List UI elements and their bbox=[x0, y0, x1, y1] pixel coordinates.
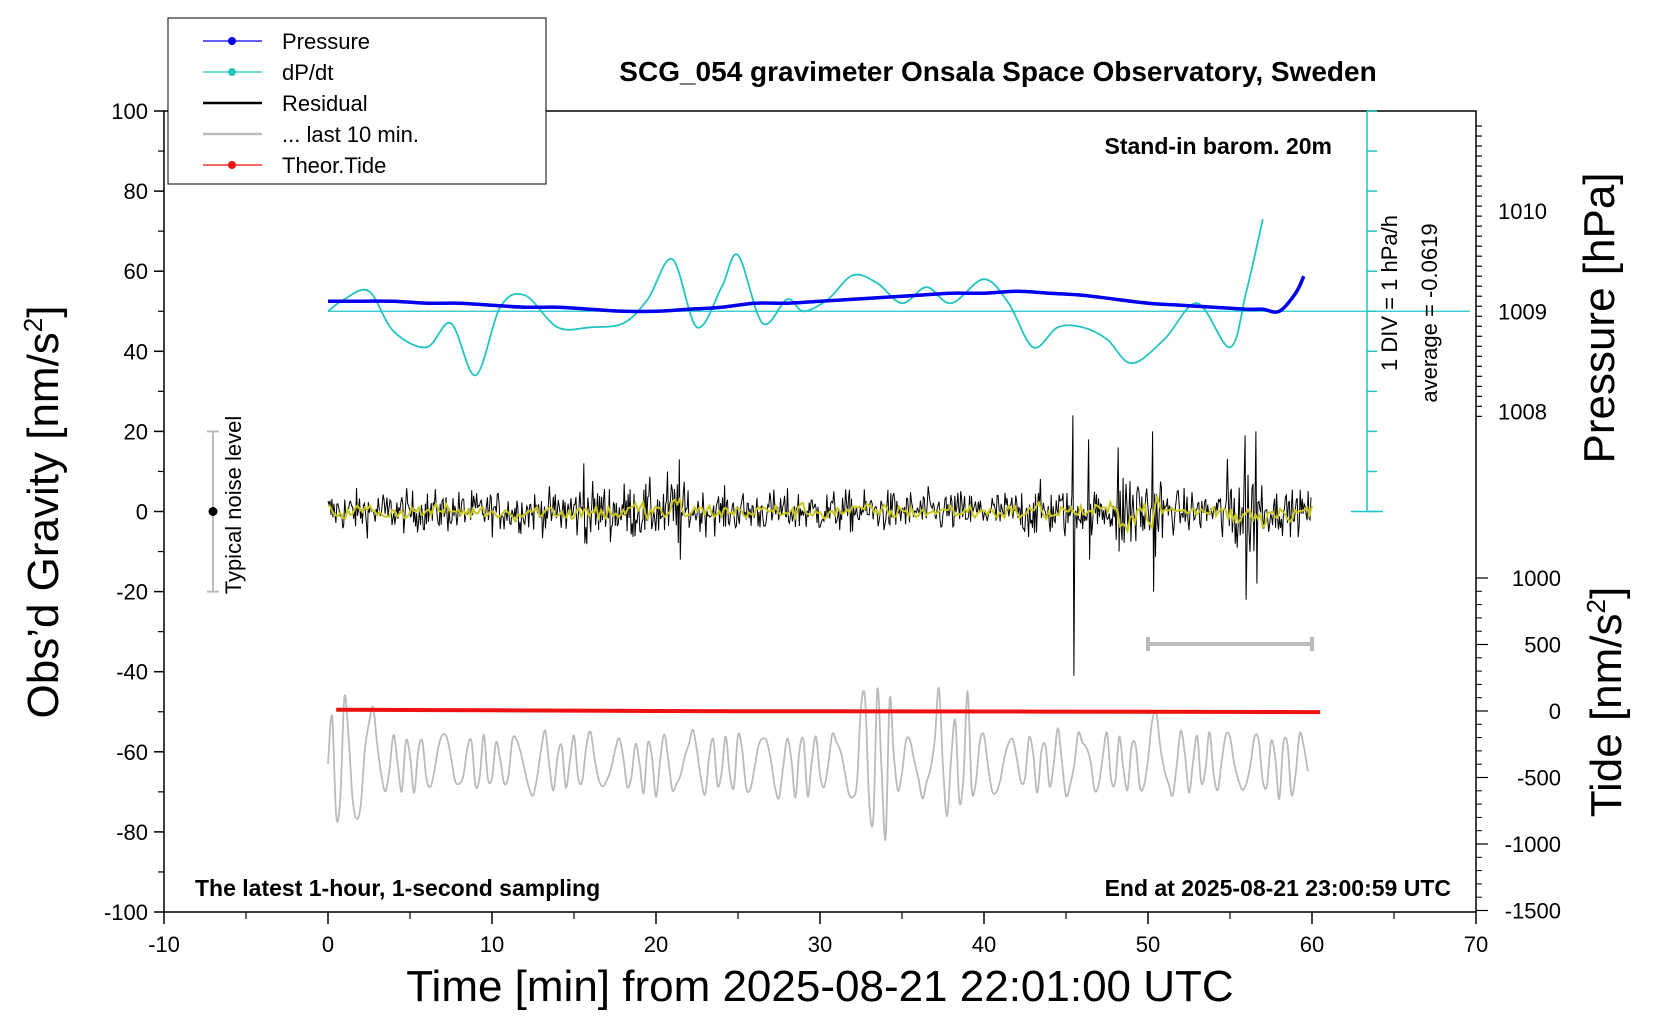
y-tick-label: 60 bbox=[124, 259, 148, 284]
y-tick-label: 40 bbox=[124, 339, 148, 364]
legend-label: Pressure bbox=[282, 29, 370, 54]
x-tick-label: 40 bbox=[972, 932, 996, 957]
y-tick-label: -20 bbox=[116, 580, 148, 605]
y-tick-label: -60 bbox=[116, 740, 148, 765]
tide-tick-label: -1500 bbox=[1505, 899, 1561, 924]
x-tick-label: 70 bbox=[1464, 932, 1488, 957]
legend: Pressure dP/dt Residual ... last 10 min. The… bbox=[167, 17, 547, 185]
pressure-tick-label: 1009 bbox=[1498, 299, 1547, 324]
last-10-min-line bbox=[327, 687, 1309, 841]
legend-dot bbox=[228, 68, 236, 76]
x-tick-label: 60 bbox=[1300, 932, 1324, 957]
y-axis-title: Obs’d Gravity [nm/s2] bbox=[18, 305, 68, 718]
x-axis-title: Time [min] from 2025-08-21 22:01:00 UTC bbox=[406, 962, 1233, 1011]
tide-axis-title-end: ] bbox=[1582, 587, 1631, 599]
y-tick-label: -100 bbox=[104, 900, 148, 925]
tide-tick-label: 1000 bbox=[1512, 566, 1561, 591]
pressure-axis-title: Pressure [hPa] bbox=[1575, 172, 1624, 463]
y-tick-label: 20 bbox=[124, 419, 148, 444]
barometer-note: Stand-in barom. 20m bbox=[1105, 133, 1332, 159]
y-tick-label: 100 bbox=[111, 99, 148, 124]
tide-tick-label: 500 bbox=[1524, 633, 1561, 658]
x-tick-label: 0 bbox=[322, 932, 334, 957]
residual-smoothed-line bbox=[327, 493, 1313, 535]
x-tick-label: 10 bbox=[480, 932, 504, 957]
tide-axis-title-sup: 2 bbox=[1581, 599, 1611, 613]
y-tick-label: 80 bbox=[124, 179, 148, 204]
tide-tick-label: -1000 bbox=[1505, 832, 1561, 857]
y-axis-title-end: ] bbox=[19, 305, 68, 317]
latest-note: The latest 1-hour, 1-second sampling bbox=[195, 875, 600, 901]
div-note: 1 DIV = 1 hPa/h bbox=[1377, 215, 1402, 371]
legend-dot bbox=[228, 161, 236, 169]
pressure-tick-label: 1010 bbox=[1498, 199, 1547, 224]
tide-axis-title-main: Tide [nm/s bbox=[1582, 613, 1631, 817]
pressure-tick-label: 1008 bbox=[1498, 399, 1547, 424]
dpdt-line bbox=[327, 218, 1264, 377]
x-tick-label: 50 bbox=[1136, 932, 1160, 957]
legend-label: dP/dt bbox=[282, 60, 333, 85]
end-note: End at 2025-08-21 23:00:59 UTC bbox=[1105, 875, 1451, 901]
residual-line bbox=[327, 415, 1312, 676]
tide-tick-label: 0 bbox=[1549, 699, 1561, 724]
y-axis-title-sup: 2 bbox=[18, 318, 48, 332]
legend-label: Residual bbox=[282, 91, 368, 116]
plot-frame bbox=[154, 110, 1488, 924]
legend-box bbox=[167, 17, 547, 185]
average-note: average = -0.0619 bbox=[1417, 223, 1442, 402]
series-layer bbox=[207, 110, 1470, 841]
tide-tick-label: -500 bbox=[1517, 766, 1561, 791]
x-tick-label: -10 bbox=[148, 932, 180, 957]
noise-note: Typical noise level bbox=[221, 416, 246, 595]
x-tick-label: 30 bbox=[808, 932, 832, 957]
y-tick-label: 0 bbox=[136, 500, 148, 525]
y-tick-label: -40 bbox=[116, 660, 148, 685]
chart-title: SCG_054 gravimeter Onsala Space Observat… bbox=[619, 56, 1376, 87]
y-tick-label: -80 bbox=[116, 820, 148, 845]
tide-line bbox=[336, 707, 1321, 715]
x-tick-label: 20 bbox=[644, 932, 668, 957]
y-axis-title-main: Obs’d Gravity [nm/s bbox=[19, 332, 68, 718]
legend-label: ... last 10 min. bbox=[282, 122, 419, 147]
legend-label: Theor.Tide bbox=[282, 153, 386, 178]
legend-dot bbox=[228, 37, 236, 45]
text-layer: -10 0 10 20 30 40 50 60 70-100-80-60-40-20020406… bbox=[18, 56, 1631, 1011]
noise-bar-dot bbox=[208, 507, 218, 516]
pressure-line bbox=[327, 275, 1306, 314]
tide-axis-title: Tide [nm/s2] bbox=[1581, 587, 1631, 817]
